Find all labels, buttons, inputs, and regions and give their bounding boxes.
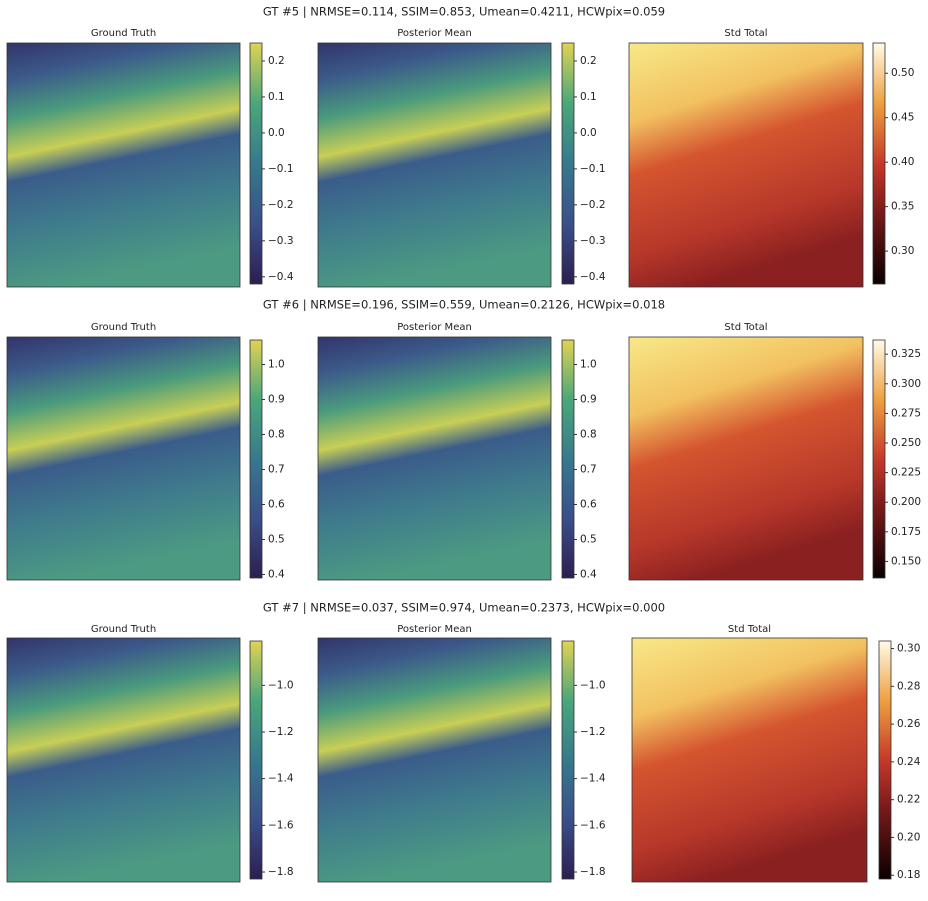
colorbar-tick-label: 0.9 <box>268 394 285 406</box>
colorbar-tick-label: −1.0 <box>580 679 606 691</box>
panel-title: Posterior Mean <box>397 322 472 333</box>
colorbar-tick-label: 0.30 <box>897 643 920 655</box>
colorbar-tick-label: 0.45 <box>891 112 914 124</box>
colorbar-tick-label: 0.275 <box>891 407 921 419</box>
colorbar-tick-label: 0.250 <box>891 437 921 449</box>
colorbar-tick-label: −0.1 <box>580 163 606 175</box>
colorbar-tick-label: −0.2 <box>580 199 606 211</box>
heatmap-image <box>6 42 241 288</box>
colorbar-tick-label: 0.300 <box>891 378 921 390</box>
colorbar-tick-label: 0.7 <box>580 464 597 476</box>
colorbar <box>561 42 575 285</box>
colorbar <box>878 640 892 880</box>
colorbar-tick-label: 0.2 <box>268 55 285 67</box>
colorbar-tick-label: 0.8 <box>580 429 597 441</box>
colorbar-tick-label: 0.28 <box>897 680 920 692</box>
panel-title: Posterior Mean <box>397 28 472 39</box>
row-title: GT #5 | NRMSE=0.114, SSIM=0.853, Umean=0… <box>263 5 665 19</box>
colorbar <box>872 42 886 285</box>
panel-title: Std Total <box>728 624 771 635</box>
panel-title: Ground Truth <box>91 322 156 333</box>
panel-title: Std Total <box>724 322 767 333</box>
colorbar-tick-label: 0.225 <box>891 467 921 479</box>
colorbar-tick-label: 0.20 <box>897 831 920 843</box>
colorbar-tick-label: 0.175 <box>891 526 921 538</box>
colorbar-tick-label: 0.5 <box>268 534 285 546</box>
colorbar-tick-label: 0.9 <box>580 394 597 406</box>
colorbar-tick-label: −1.0 <box>268 679 294 691</box>
colorbar-tick-label: −0.2 <box>268 199 294 211</box>
colorbar-tick-label: −1.2 <box>268 726 294 738</box>
panel-title: Ground Truth <box>91 28 156 39</box>
colorbar-tick-label: 0.0 <box>268 127 285 139</box>
colorbar-tick-label: 1.0 <box>580 359 597 371</box>
heatmap-image <box>6 336 241 581</box>
colorbar-tick-label: 0.0 <box>580 127 597 139</box>
colorbar-tick-label: 0.26 <box>897 718 921 730</box>
colorbar-tick-label: 0.1 <box>580 91 597 103</box>
colorbar <box>561 640 575 880</box>
heatmap-image <box>317 336 552 581</box>
colorbar-tick-label: 0.4 <box>268 569 285 581</box>
heatmap-image <box>628 336 864 581</box>
colorbar-tick-label: 0.325 <box>891 348 921 360</box>
colorbar-tick-label: −1.6 <box>268 819 294 831</box>
row-title: GT #6 | NRMSE=0.196, SSIM=0.559, Umean=0… <box>263 298 665 312</box>
colorbar-tick-label: 0.150 <box>891 555 921 567</box>
colorbar-tick-label: −1.8 <box>268 866 294 878</box>
colorbar-tick-label: 0.7 <box>268 464 285 476</box>
colorbar-tick-label: 0.50 <box>891 67 914 79</box>
colorbar <box>249 339 263 579</box>
colorbar <box>249 42 263 285</box>
colorbar-tick-label: 0.5 <box>580 534 597 546</box>
heatmap-image <box>317 637 552 883</box>
colorbar-tick-label: −1.8 <box>580 866 606 878</box>
colorbar-tick-label: −1.2 <box>580 726 606 738</box>
panel-title: Posterior Mean <box>397 624 472 635</box>
colorbar <box>872 339 886 579</box>
colorbar-tick-label: −0.1 <box>268 163 294 175</box>
colorbar-tick-label: −0.4 <box>268 271 294 283</box>
colorbar-tick-label: 0.200 <box>891 496 921 508</box>
colorbar-tick-label: 0.30 <box>891 245 914 257</box>
colorbar-tick-label: 0.18 <box>897 869 920 881</box>
panel-title: Std Total <box>724 28 767 39</box>
colorbar-tick-label: 0.40 <box>891 156 914 168</box>
heatmap-image <box>317 42 552 288</box>
colorbar-tick-label: 0.6 <box>268 499 285 511</box>
colorbar-tick-label: 1.0 <box>268 359 285 371</box>
colorbar-tick-label: −0.3 <box>268 235 294 247</box>
heatmap-image <box>631 637 868 883</box>
colorbar-tick-label: 0.1 <box>268 91 285 103</box>
heatmap-image <box>628 42 864 288</box>
colorbar-tick-label: −1.6 <box>580 819 606 831</box>
colorbar-tick-label: 0.24 <box>897 756 921 768</box>
colorbar <box>249 640 263 880</box>
colorbar-tick-label: 0.6 <box>580 499 597 511</box>
colorbar-tick-label: 0.8 <box>268 429 285 441</box>
colorbar-tick-label: −1.4 <box>268 773 294 785</box>
colorbar-tick-label: −0.4 <box>580 271 606 283</box>
colorbar-tick-label: −0.3 <box>580 235 606 247</box>
colorbar-tick-label: 0.22 <box>897 794 920 806</box>
colorbar <box>561 339 575 579</box>
row-title: GT #7 | NRMSE=0.037, SSIM=0.974, Umean=0… <box>263 601 665 615</box>
colorbar-tick-label: 0.2 <box>580 55 597 67</box>
panel-title: Ground Truth <box>91 624 156 635</box>
heatmap-image <box>6 637 241 883</box>
colorbar-tick-label: 0.35 <box>891 201 914 213</box>
colorbar-tick-label: −1.4 <box>580 773 606 785</box>
colorbar-tick-label: 0.4 <box>580 569 597 581</box>
